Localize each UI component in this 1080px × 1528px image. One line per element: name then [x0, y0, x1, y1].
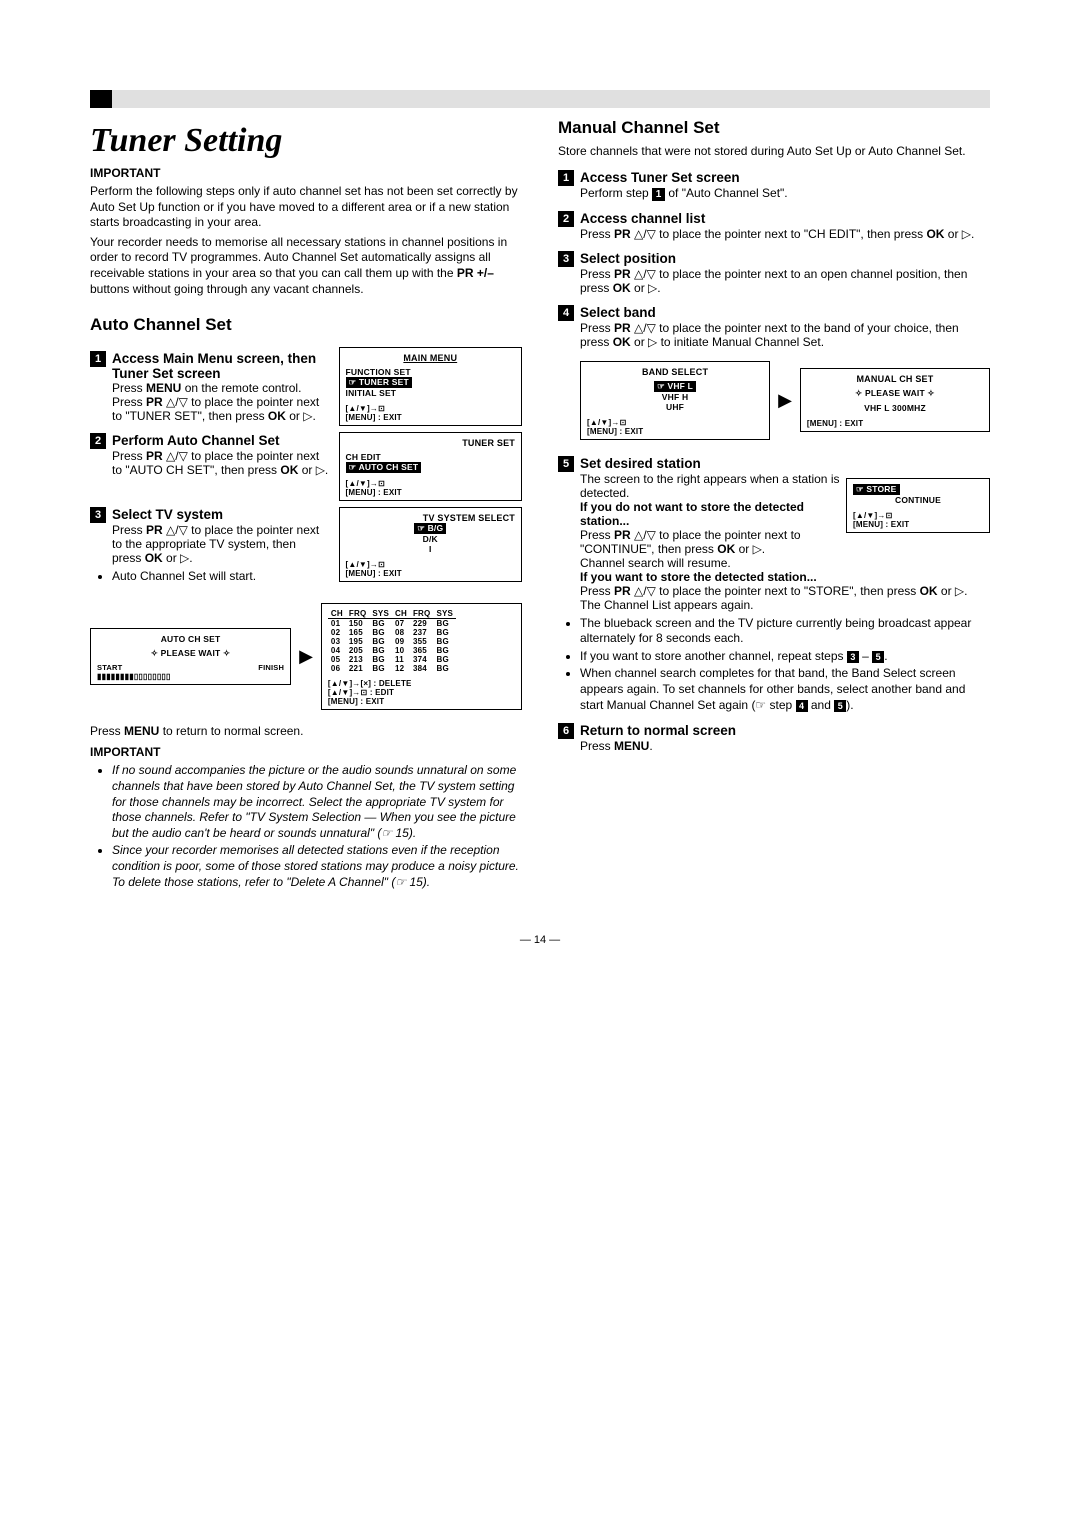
header-bar — [90, 90, 990, 108]
txt: buttons without going through any vacant… — [90, 282, 364, 296]
m-step-1-body: Perform step 1 of "Auto Channel Set". — [580, 186, 990, 201]
number-1-icon: 1 — [558, 170, 574, 186]
m-step-1-head: 1Access Tuner Set screen — [558, 170, 990, 186]
number-3-icon: 3 — [90, 507, 106, 523]
page-title: Tuner Setting — [90, 122, 522, 160]
osd-ch-list: CHFRQSYSCHFRQSYS01150BG07229BG02165BG082… — [321, 603, 522, 710]
important-heading-1: IMPORTANT — [90, 166, 522, 180]
return-normal: Press MENU to return to normal screen. — [90, 724, 522, 740]
intro-para-2: Your recorder needs to memorise all nece… — [90, 235, 522, 297]
osd-band-select: BAND SELECT ☞ VHF L VHF H UHF [▲/▼]→⊡[ME… — [580, 361, 770, 440]
step-3-head: 3 Select TV system — [90, 507, 329, 523]
step-title: Access Main Menu screen, then Tuner Set … — [112, 351, 329, 381]
number-5-icon: 5 — [558, 456, 574, 472]
number-6-icon: 6 — [558, 723, 574, 739]
step-title: Select TV system — [112, 507, 223, 522]
step-3-body: Press PR △/▽ to place the pointer next t… — [112, 523, 329, 565]
number-3-icon: 3 — [558, 251, 574, 267]
osd-main-menu: MAIN MENU FUNCTION SET ☞ TUNER SET INITI… — [339, 347, 522, 426]
osd-tuner-set: TUNER SET CH EDIT ☞ AUTO CH SET [▲/▼]→⊡[… — [339, 432, 522, 501]
channel-table: CHFRQSYSCHFRQSYS01150BG07229BG02165BG082… — [328, 609, 456, 673]
m-step-6-body: Press MENU. — [580, 739, 990, 753]
number-4-icon: 4 — [796, 700, 808, 712]
m-step-4-head: 4Select band — [558, 305, 990, 321]
m5-bullet-1: The blueback screen and the TV picture c… — [580, 616, 990, 647]
number-1-icon: 1 — [652, 188, 665, 201]
step-3-bullet: Auto Channel Set will start. — [112, 569, 329, 585]
number-5-icon: 5 — [834, 700, 846, 712]
step-1-head: 1 Access Main Menu screen, then Tuner Set… — [90, 351, 329, 381]
important-bullet-1: If no sound accompanies the picture or t… — [112, 763, 522, 841]
step-title: Perform Auto Channel Set — [112, 433, 280, 448]
manual-channel-set-title: Manual Channel Set — [558, 118, 990, 138]
m-step-4-body: Press PR △/▽ to place the pointer next t… — [580, 321, 990, 349]
important-heading-2: IMPORTANT — [90, 745, 522, 759]
m-step-5-head: 5Set desired station — [558, 456, 990, 472]
number-2-icon: 2 — [90, 433, 106, 449]
number-5-icon: 5 — [872, 651, 884, 663]
number-1-icon: 1 — [90, 351, 106, 367]
step-1-body: Press MENU on the remote control. Press … — [112, 381, 329, 423]
osd-manual-ch-set: MANUAL CH SET ✧ PLEASE WAIT ✧ VHF L 300M… — [800, 368, 990, 432]
number-2-icon: 2 — [558, 211, 574, 227]
step-2-head: 2 Perform Auto Channel Set — [90, 433, 329, 449]
m-step-6-head: 6Return to normal screen — [558, 723, 990, 739]
m-step-2-body: Press PR △/▽ to place the pointer next t… — [580, 227, 990, 241]
osd-auto-ch-set: AUTO CH SET ✧ PLEASE WAIT ✧ STARTFINISH … — [90, 628, 291, 685]
number-3-icon: 3 — [847, 651, 859, 663]
arrow-right-icon: ▶ — [778, 390, 792, 411]
osd-store: ☞ STORE CONTINUE [▲/▼]→⊡[MENU] : EXIT — [846, 478, 990, 533]
right-column: Manual Channel Set Store channels that w… — [558, 116, 990, 894]
important-bullet-2: Since your recorder memorises all detect… — [112, 843, 522, 890]
manual-intro: Store channels that were not stored duri… — [558, 144, 990, 160]
m5-bullet-3: When channel search completes for that b… — [580, 666, 990, 713]
m-step-3-head: 3Select position — [558, 251, 990, 267]
number-4-icon: 4 — [558, 305, 574, 321]
intro-para-1: Perform the following steps only if auto… — [90, 184, 522, 231]
osd-tv-system: TV SYSTEM SELECT ☞ B/G D/K I [▲/▼]→⊡[MEN… — [339, 507, 522, 582]
auto-channel-set-title: Auto Channel Set — [90, 315, 522, 335]
txt: Your recorder needs to memorise all nece… — [90, 235, 507, 280]
m-step-2-head: 2Access channel list — [558, 211, 990, 227]
page-number: — 14 — — [90, 934, 990, 946]
txt-bold: PR +/– — [457, 266, 494, 280]
left-column: Tuner Setting IMPORTANT Perform the foll… — [90, 116, 522, 894]
m-step-3-body: Press PR △/▽ to place the pointer next t… — [580, 267, 990, 295]
arrow-right-icon: ▶ — [299, 646, 313, 667]
m5-bullet-2: If you want to store another channel, re… — [580, 649, 990, 665]
step-2-body: Press PR △/▽ to place the pointer next t… — [112, 449, 329, 477]
